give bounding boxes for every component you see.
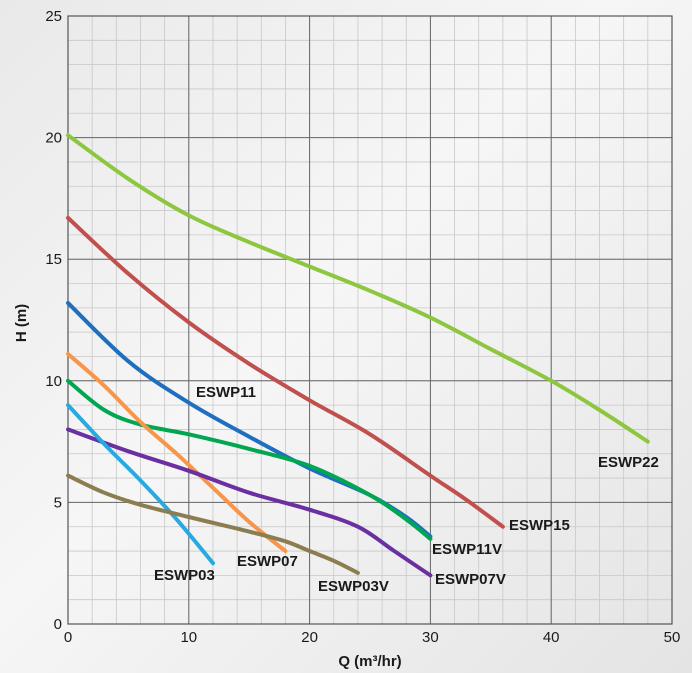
x-tick-labels: 0 10 20 30 40 50 (64, 629, 681, 646)
series-line-eswp15 (66, 215, 505, 529)
x-tick-label: 40 (543, 629, 560, 646)
series-label-eswp15: ESWP15 (509, 517, 570, 534)
plot-frame (67, 15, 673, 625)
y-tick-label: 25 (45, 8, 62, 25)
x-tick-label: 30 (422, 629, 439, 646)
series-line-eswp22 (66, 133, 650, 444)
series-label-eswp07: ESWP07 (237, 553, 298, 570)
series-line-eswp03v (66, 473, 360, 575)
y-tick-label: 10 (45, 373, 62, 390)
x-axis-label: Q (m³/hr) (338, 653, 401, 670)
series-label-eswp11v: ESWP11V (432, 541, 502, 558)
series-label-eswp11: ESWP11 (196, 384, 256, 401)
y-tick-label: 0 (54, 616, 62, 633)
y-tick-labels: 0 5 10 15 20 25 (45, 8, 62, 633)
y-axis-label: H (m) (13, 304, 30, 342)
y-tick-label: 5 (54, 494, 62, 511)
series-line-eswp03 (66, 403, 215, 566)
series-line-eswp07v (66, 427, 433, 578)
series-label-eswp22: ESWP22 (598, 454, 659, 471)
series-label-eswp07v: ESWP07V (435, 571, 506, 588)
y-tick-label: 20 (45, 130, 62, 147)
series-line-eswp07 (66, 352, 288, 553)
y-tick-label: 15 (45, 251, 62, 268)
series-labels: ESWP22 ESWP15 ESWP11 ESWP11V ESWP07 ESWP07V ES… (154, 384, 659, 595)
x-tick-label: 20 (301, 629, 318, 646)
series-lines (66, 133, 650, 578)
x-tick-label: 50 (664, 629, 681, 646)
series-label-eswp03: ESWP03 (154, 567, 215, 584)
x-tick-label: 0 (64, 629, 72, 646)
series-label-eswp03v: ESWP03V (318, 578, 389, 595)
x-tick-label: 10 (180, 629, 197, 646)
series-line-eswp11v (66, 378, 433, 541)
